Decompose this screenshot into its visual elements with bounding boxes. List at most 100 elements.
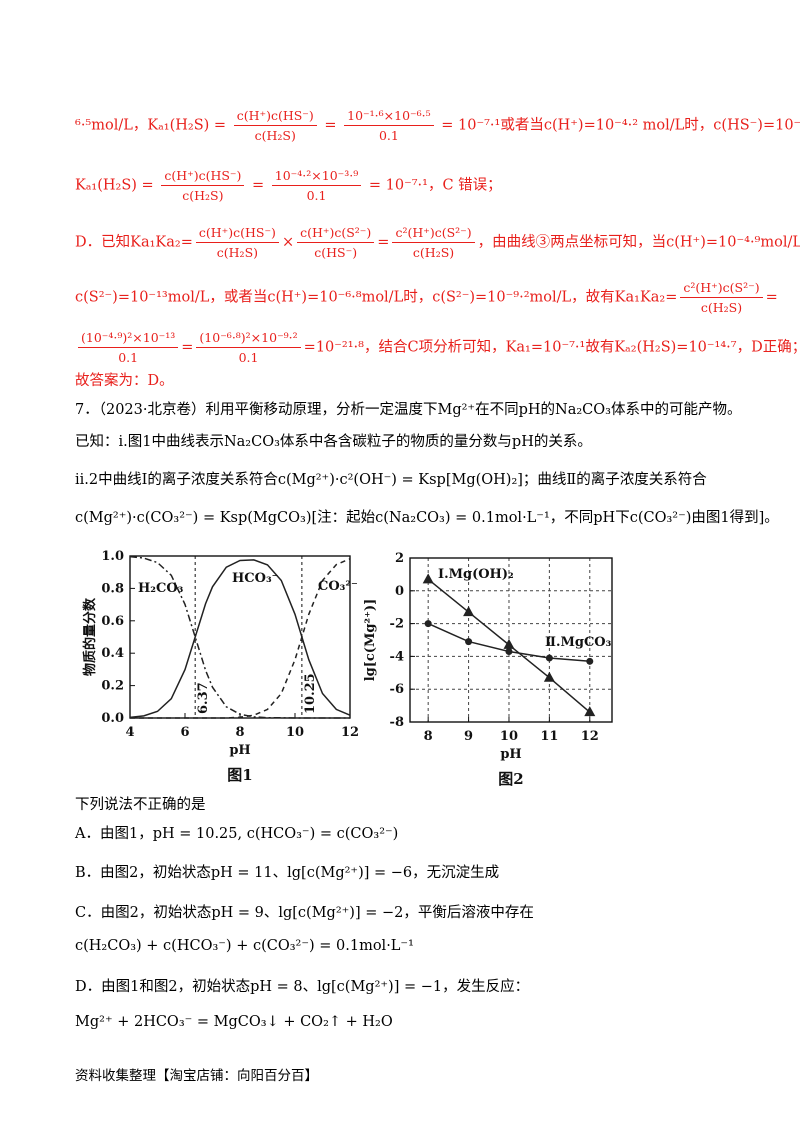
text-line: Kₐ₁(H₂S) = c(H⁺)c(HS⁻) c(H₂S) = 10⁻⁴·²×10… xyxy=(75,168,502,203)
text-line: Mg²⁺ + 2HCO₃⁻ = MgCO₃↓ + CO₂↑ + H₂O xyxy=(75,1014,393,1031)
text-line: c(H₂CO₃) + c(HCO₃⁻) + c(CO₃²⁻) = 0.1mol·… xyxy=(75,938,414,955)
plot-frame xyxy=(409,557,613,723)
caption: 图1 xyxy=(227,766,252,784)
text: = 10⁻⁷·¹或者当c(H⁺)=10⁻⁴·² mol/L时，c(HS⁻)=10… xyxy=(441,117,800,134)
text: c(S²⁻)=10⁻¹³mol/L，或者当c(H⁺)=10⁻⁶·⁸mol/L时，… xyxy=(75,289,678,306)
marker xyxy=(584,706,596,717)
denominator: c(H₂S) xyxy=(412,245,455,260)
x-tick-label: 8 xyxy=(424,729,433,744)
text-line: c(S²⁻)=10⁻¹³mol/L，或者当c(H⁺)=10⁻⁶·⁸mol/L时，… xyxy=(75,280,778,315)
marker xyxy=(463,606,475,617)
marker xyxy=(586,657,594,665)
numerator: (10⁻⁴·⁹)²×10⁻¹³ xyxy=(78,330,179,348)
numerator: c(H⁺)c(HS⁻) xyxy=(233,108,317,126)
text: Kₐ₁(H₂S) = xyxy=(75,177,159,194)
denominator: c(HS⁻) xyxy=(314,245,358,260)
fraction: c²(H⁺)c(S²⁻) c(H₂S) xyxy=(392,225,475,260)
fraction: (10⁻⁶·⁸)²×10⁻⁹·² 0.1 xyxy=(196,330,301,365)
numerator: c(H⁺)c(HS⁻) xyxy=(195,225,279,243)
y-axis-label: 物质的量分数 xyxy=(82,597,98,676)
text-line: 7．（2023·北京卷）利用平衡移动原理，分析一定温度下Mg²⁺在不同pH的Na… xyxy=(75,402,741,419)
y-tick-label: 0.6 xyxy=(101,614,124,629)
figure: 8 9 10 11 12 2 0 -2 -4 -6 -8 pH 图2 lg[c(Mg²⁺)] Ⅰ.Mg(OH… xyxy=(363,551,613,788)
text: 7．（2023·北京卷）利用平衡移动原理，分析一定温度下Mg²⁺在不同pH的Na… xyxy=(75,402,742,418)
fraction: c(H⁺)c(HS⁻) c(H₂S) xyxy=(195,225,279,260)
text-line: 下列说法不正确的是 xyxy=(75,797,206,814)
text-line: (10⁻⁴·⁹)²×10⁻¹³ 0.1 = (10⁻⁶·⁸)²×10⁻⁹·² 0.1 =1… xyxy=(75,330,800,365)
numerator: (10⁻⁶·⁸)²×10⁻⁹·² xyxy=(196,330,301,348)
denominator: 0.1 xyxy=(378,128,399,143)
text: B．由图2，初始状态pH = 11、lg[c(Mg²⁺)] = −6，无沉淀生成 xyxy=(75,865,500,881)
text: c(H₂CO₃) + c(HCO₃⁻) + c(CO₃²⁻) = 0.1mol·… xyxy=(75,938,414,954)
x-tick-label: 6 xyxy=(180,725,189,740)
fraction: c(H⁺)c(S²⁻) c(HS⁻) xyxy=(297,225,375,260)
series-label: H₂CO₃ xyxy=(138,581,184,596)
text-line: c(Mg²⁺)·c(CO₃²⁻) = Ksp(MgCO₃)[注：起始c(Na₂C… xyxy=(75,510,779,527)
denominator: c(H₂S) xyxy=(182,188,224,203)
annotation-label: 10.25 xyxy=(303,673,318,714)
series-label: Ⅰ.Mg(OH)₂ xyxy=(438,567,514,582)
series-label: Ⅱ.MgCO₃ xyxy=(545,635,612,650)
series-line xyxy=(129,555,350,719)
marker xyxy=(543,671,555,682)
series-line xyxy=(130,558,351,719)
text: = 10⁻⁷·¹，C 错误； xyxy=(364,177,502,194)
marker xyxy=(465,638,473,646)
figures: 4 6 8 10 12 0.0 0.2 0.4 0.6 0.8 1.0 pH 图1 物质的量分数 6.37 1… xyxy=(82,549,613,788)
denominator: c(H₂S) xyxy=(254,128,296,143)
text: ⁶·⁵mol/L，Kₐ₁(H₂S) = xyxy=(75,117,231,134)
series-label: HCO₃⁻ xyxy=(232,571,279,586)
y-tick-label: -6 xyxy=(390,682,404,697)
text: = xyxy=(319,117,342,134)
fraction: 10⁻¹·⁶×10⁻⁶·⁵ 0.1 xyxy=(344,108,434,143)
text-line: A．由图1，pH = 10.25, c(HCO₃⁻) = c(CO₃²⁻) xyxy=(75,826,398,843)
text: = xyxy=(247,177,269,194)
text: ，由曲线③两点坐标可知，当c(H⁺)=10⁻⁴·⁹mol/L时， xyxy=(477,234,800,251)
x-axis-label: pH xyxy=(229,743,250,758)
text-line: 故答案为：D。 xyxy=(75,373,174,390)
annotation-label: 6.37 xyxy=(196,682,211,714)
y-tick-label: -4 xyxy=(390,649,404,664)
text: =10⁻²¹·⁸，结合C项分析可知，Ka₁=10⁻⁷·¹故有Kₐ₂(H₂S)=1… xyxy=(303,339,800,356)
marker xyxy=(422,573,434,584)
text-line: D．由图1和图2，初始状态pH = 8、lg[c(Mg²⁺)] = −1，发生反… xyxy=(75,979,529,996)
text-line: ii.2中曲线Ⅰ的离子浓度关系符合c(Mg²⁺)·c²(OH⁻) = Ksp[M… xyxy=(75,472,707,489)
numerator: c²(H⁺)c(S²⁻) xyxy=(680,280,763,298)
fraction: (10⁻⁴·⁹)²×10⁻¹³ 0.1 xyxy=(78,330,179,365)
y-axis-label: lg[c(Mg²⁺)] xyxy=(363,599,378,682)
text: = xyxy=(181,339,194,356)
y-tick-label: 0.8 xyxy=(101,581,124,596)
caption: 图2 xyxy=(498,770,523,788)
text: c(Mg²⁺)·c(CO₃²⁻) = Ksp(MgCO₃)[注：起始c(Na₂C… xyxy=(75,510,779,526)
x-tick-label: 12 xyxy=(581,729,599,744)
x-tick-label: 9 xyxy=(464,729,473,744)
fraction: c(H⁺)c(HS⁻) c(H₂S) xyxy=(161,168,245,203)
text: C．由图2，初始状态pH = 9、lg[c(Mg²⁺)] = −2，平衡后溶液中… xyxy=(75,905,534,921)
fraction: c(H⁺)c(HS⁻) c(H₂S) xyxy=(233,108,317,143)
marker xyxy=(503,638,515,649)
y-tick-label: -2 xyxy=(390,617,404,632)
denominator: 0.1 xyxy=(306,188,327,203)
numerator: 10⁻¹·⁶×10⁻⁶·⁵ xyxy=(344,108,434,126)
denominator: 0.1 xyxy=(118,350,139,365)
text-line: C．由图2，初始状态pH = 9、lg[c(Mg²⁺)] = −2，平衡后溶液中… xyxy=(75,905,534,922)
denominator: c(H₂S) xyxy=(700,300,743,315)
numerator: c(H⁺)c(HS⁻) xyxy=(161,168,245,186)
text-line: B．由图2，初始状态pH = 11、lg[c(Mg²⁺)] = −6，无沉淀生成 xyxy=(75,865,499,882)
text: D．已知Ka₁Ka₂= xyxy=(75,234,193,251)
footer: 资料收集整理【淘宝店铺：向阳百分百】 xyxy=(75,1068,318,1084)
figure: 4 6 8 10 12 0.0 0.2 0.4 0.6 0.8 1.0 pH 图1 物质的量分数 6.37 1… xyxy=(82,549,359,784)
text: 故答案为：D。 xyxy=(75,373,174,389)
x-tick-label: 4 xyxy=(125,725,134,740)
text: D．由图1和图2，初始状态pH = 8、lg[c(Mg²⁺)] = −1，发生反… xyxy=(75,979,530,995)
y-tick-label: 1.0 xyxy=(101,549,124,564)
text: 下列说法不正确的是 xyxy=(75,797,206,813)
series-label: CO₃²⁻ xyxy=(318,579,358,594)
denominator: 0.1 xyxy=(238,350,259,365)
y-tick-label: 0.4 xyxy=(101,646,124,661)
fraction: 10⁻⁴·²×10⁻³·⁹ 0.1 xyxy=(271,168,362,203)
plot-frame xyxy=(129,555,351,719)
x-tick-label: 10 xyxy=(286,725,304,740)
numerator: c²(H⁺)c(S²⁻) xyxy=(392,225,475,243)
